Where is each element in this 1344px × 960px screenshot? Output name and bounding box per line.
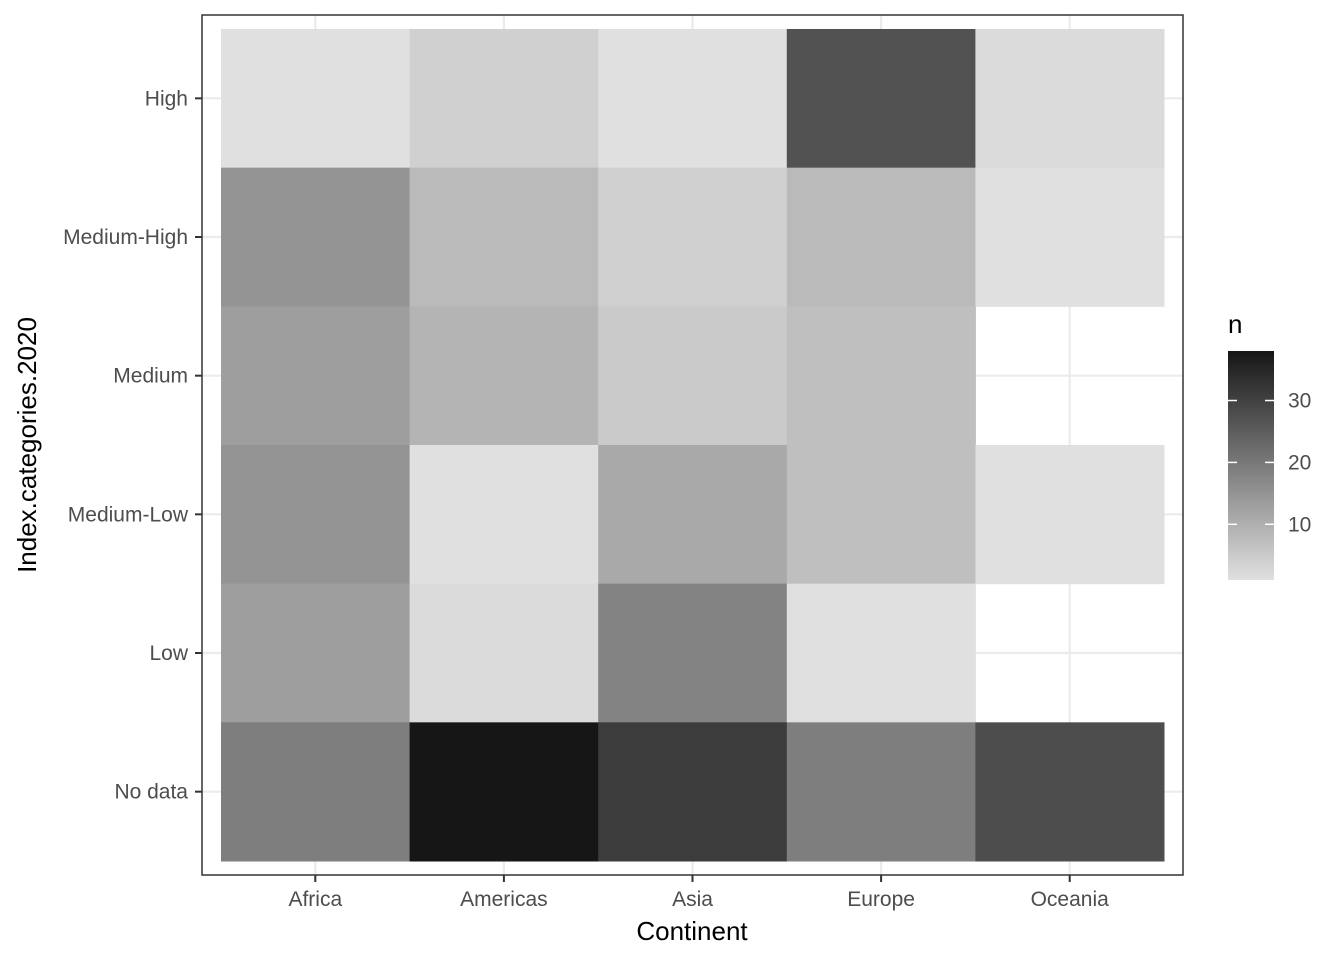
color-legend: n 10 20 30	[1228, 309, 1311, 580]
heatmap-cell	[409, 167, 599, 307]
legend-colorbar	[1228, 351, 1274, 580]
heatmap-cell	[786, 445, 976, 585]
x-tick-label: Asia	[672, 888, 713, 911]
y-tick-label: No data	[114, 781, 188, 804]
legend-label: 30	[1288, 390, 1311, 413]
heatmap-cell	[409, 583, 599, 723]
heatmap-cell	[221, 306, 411, 446]
legend-ticks: 10 20 30	[1228, 390, 1311, 536]
heatmap-cell	[786, 306, 976, 446]
heatmap-cell	[975, 445, 1165, 585]
y-axis-title: Index.categories.2020	[12, 317, 42, 573]
x-tick-label: Europe	[847, 888, 915, 911]
heatmap-cell	[598, 722, 788, 862]
heatmap-cell	[598, 306, 788, 446]
heatmap-cell	[975, 29, 1165, 169]
heatmap-cell	[598, 167, 788, 307]
heatmap-cell	[975, 722, 1165, 862]
legend-label: 20	[1288, 451, 1311, 474]
heatmap-cell	[598, 445, 788, 585]
y-tick-label: High	[145, 87, 188, 110]
heatmap-cell	[786, 29, 976, 169]
heatmap-cell	[221, 167, 411, 307]
heatmap-cell	[786, 167, 976, 307]
legend-label: 10	[1288, 513, 1311, 536]
heatmap-cell	[786, 722, 976, 862]
heatmap-cell	[409, 445, 599, 585]
heatmap-cell	[409, 722, 599, 862]
heatmap-cell	[221, 583, 411, 723]
y-tick-label: Medium	[113, 365, 188, 388]
x-axis-title: Continent	[636, 916, 748, 946]
heatmap-cells	[221, 29, 1165, 862]
heatmap-cell	[221, 445, 411, 585]
x-tick-label: Oceania	[1031, 888, 1110, 911]
heatmap-cell	[786, 583, 976, 723]
heatmap-cell	[598, 583, 788, 723]
heatmap-cell	[975, 167, 1165, 307]
heatmap-cell	[598, 29, 788, 169]
y-tick-label: Medium-Low	[68, 503, 189, 526]
y-tick-label: Medium-High	[63, 226, 188, 249]
heatmap-cell	[409, 29, 599, 169]
x-tick-label: Africa	[288, 888, 342, 911]
heatmap-cell	[409, 306, 599, 446]
heatmap-cell	[221, 29, 411, 169]
heatmap-cell	[221, 722, 411, 862]
y-axis: No data Low Medium-Low Medium Medium-High Hig…	[63, 87, 202, 804]
x-tick-label: Americas	[460, 888, 548, 911]
legend-title: n	[1228, 309, 1242, 339]
y-tick-label: Low	[149, 642, 188, 665]
x-axis: Africa Americas Asia Europe Oceania	[288, 875, 1109, 911]
